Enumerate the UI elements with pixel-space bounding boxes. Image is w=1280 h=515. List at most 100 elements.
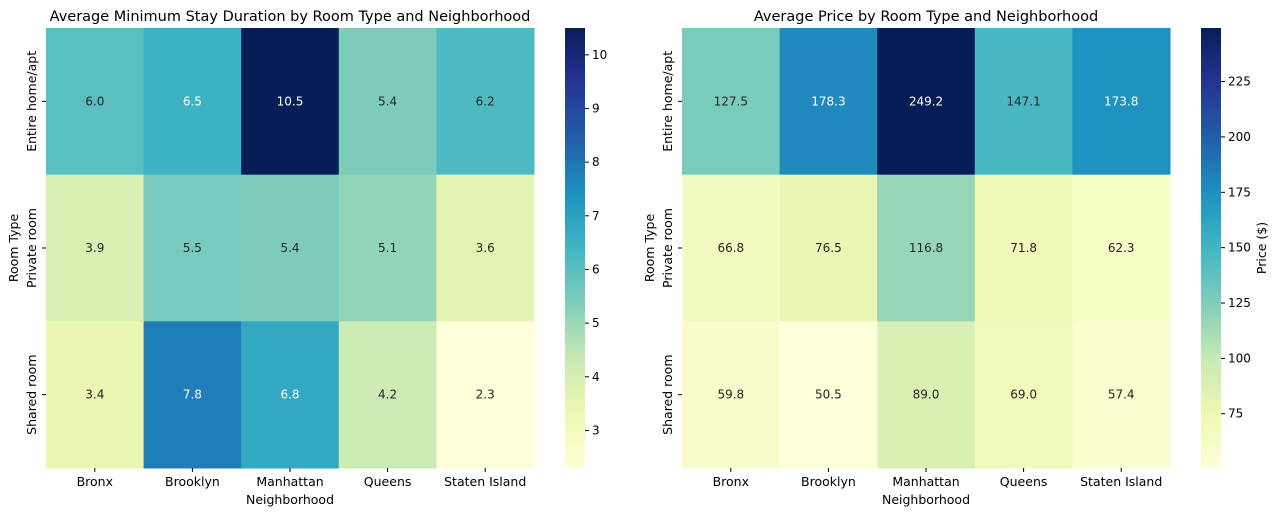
cell-value-label: 5.4 (280, 241, 299, 255)
colorbar-label: Price ($) (1254, 222, 1269, 274)
heatmap-cell (143, 174, 242, 322)
cell-value-label: 6.2 (476, 94, 495, 108)
cell-value-label: 6.0 (85, 94, 104, 108)
heatmap-cell (143, 321, 242, 469)
cell-value-label: 7.8 (183, 388, 202, 402)
heatmap-cell (974, 28, 1073, 176)
cell-value-label: 127.5 (714, 94, 748, 108)
x-tick-label: Brooklyn (165, 474, 220, 489)
heatmap-cell (46, 174, 145, 322)
heatmap-cell (143, 28, 242, 176)
heatmap-cell (779, 28, 878, 176)
heatmap-cell (241, 174, 340, 322)
cell-value-label: 6.5 (183, 94, 202, 108)
cell-value-label: 6.8 (280, 388, 299, 402)
heatmap-cell (1072, 321, 1171, 469)
heatmap-cell (46, 28, 145, 176)
y-tick-label: Entire home/apt (24, 51, 39, 152)
cell-value-label: 50.5 (815, 388, 842, 402)
cell-value-label: 71.8 (1010, 241, 1037, 255)
heatmap-cell (338, 28, 437, 176)
colorbar-tick-label: 125 (1228, 296, 1251, 310)
x-axis-label: Neighborhood (882, 492, 970, 507)
heatmap-cell (338, 321, 437, 469)
cell-value-label: 116.8 (909, 241, 943, 255)
heatmap-cell (241, 321, 340, 469)
colorbar-tick-label: 7 (592, 209, 600, 223)
cell-value-label: 4.2 (378, 388, 397, 402)
x-axis-label: Neighborhood (246, 492, 334, 507)
colorbar-tick-label: 75 (1228, 407, 1243, 421)
colorbar-tick-label: 3 (592, 423, 600, 437)
x-tick-label: Brooklyn (801, 474, 856, 489)
heatmap-cell (1072, 28, 1171, 176)
cell-value-label: 5.1 (378, 241, 397, 255)
y-tick-label: Private room (660, 208, 675, 288)
cell-value-label: 147.1 (1006, 94, 1040, 108)
cell-value-label: 3.6 (476, 241, 495, 255)
x-tick-label: Manhattan (892, 474, 959, 489)
cell-value-label: 59.8 (717, 388, 744, 402)
heatmap-cell (877, 174, 976, 322)
x-tick-labels: Bronx Brooklyn Manhattan Queens Staten Islan… (713, 468, 1162, 489)
colorbar: 75 100 125 150 175 200 225 (1201, 28, 1251, 468)
chart-title: Average Minimum Stay Duration by Room Ty… (50, 9, 531, 25)
y-axis-label: Room Type (642, 214, 657, 283)
y-tick-label: Shared room (660, 355, 675, 435)
cell-value-label: 57.4 (1108, 388, 1135, 402)
heatmap-cell (436, 174, 535, 322)
heatmap-cell (779, 174, 878, 322)
heatmap-cell (974, 174, 1073, 322)
x-tick-label: Bronx (77, 474, 113, 489)
colorbar: 3 4 5 6 7 8 9 10 (565, 28, 607, 468)
cell-value-label: 10.5 (277, 94, 304, 108)
cell-value-label: 3.9 (85, 241, 104, 255)
cell-value-label: 66.8 (717, 241, 744, 255)
heatmap-cell (241, 28, 340, 176)
cell-value-label: 76.5 (815, 241, 842, 255)
y-tick-label: Shared room (24, 355, 39, 435)
cell-value-label: 3.4 (85, 388, 104, 402)
colorbar-gradient (565, 28, 585, 468)
heatmap-cell (338, 174, 437, 322)
x-tick-label: Staten Island (444, 474, 526, 489)
colorbar-tick-label: 100 (1228, 351, 1251, 365)
colorbar-tick-label: 8 (592, 155, 600, 169)
heatmap-cell (682, 321, 781, 469)
colorbar-tick-label: 9 (592, 101, 600, 115)
x-tick-label: Queens (1000, 474, 1048, 489)
colorbar-tick-label: 225 (1228, 75, 1251, 89)
colorbar-tick-label: 150 (1228, 241, 1251, 255)
cell-value-label: 173.8 (1104, 94, 1138, 108)
colorbar-gradient (1201, 28, 1221, 468)
y-tick-label: Private room (24, 208, 39, 288)
colorbar-tick-label: 6 (592, 262, 600, 276)
heatmap-cell (1072, 174, 1171, 322)
colorbar-tick-label: 200 (1228, 130, 1251, 144)
cell-value-label: 2.3 (476, 388, 495, 402)
heatmap-cells: 6.0 6.5 10.5 5.4 6.2 3.9 5.5 5.4 5.1 3.6 3.4 7.8 6.8… (46, 28, 535, 469)
y-tick-labels: Entire home/apt Private room Shared room (24, 51, 46, 435)
chart-title: Average Price by Room Type and Neighborh… (754, 9, 1098, 25)
heatmap-cell (682, 28, 781, 176)
heatmap-cell (877, 28, 976, 176)
heatmap-cell (436, 321, 535, 469)
x-tick-label: Bronx (713, 474, 749, 489)
colorbar-tick-label: 5 (592, 316, 600, 330)
heatmap-cell (46, 321, 145, 469)
heatmap-cell (974, 321, 1073, 469)
heatmap-cell (877, 321, 976, 469)
x-tick-label: Manhattan (256, 474, 323, 489)
x-tick-label: Staten Island (1080, 474, 1162, 489)
y-tick-labels: Entire home/apt Private room Shared room (660, 51, 682, 435)
cell-value-label: 178.3 (811, 94, 845, 108)
colorbar-tick-label: 10 (592, 48, 607, 62)
cell-value-label: 5.4 (378, 94, 397, 108)
y-tick-label: Entire home/apt (660, 51, 675, 152)
heatmap-cells: 127.5 178.3 249.2 147.1 173.8 66.8 76.5 116.8 71… (682, 28, 1171, 469)
x-tick-labels: Bronx Brooklyn Manhattan Queens Staten Islan… (77, 468, 526, 489)
heatmap-cell (779, 321, 878, 469)
heatmap-cell (682, 174, 781, 322)
cell-value-label: 5.5 (183, 241, 202, 255)
